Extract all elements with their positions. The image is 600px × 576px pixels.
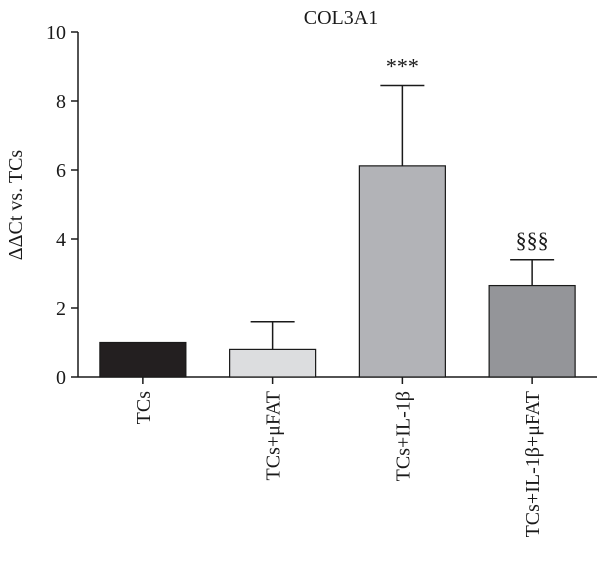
y-tick-label: 6 — [56, 160, 66, 182]
bar — [99, 341, 187, 378]
x-tick-label: TCs+μFAT — [263, 391, 285, 480]
y-tick-label: 10 — [46, 22, 66, 44]
bar — [358, 165, 446, 378]
x-tick-label: TCs+IL-1β+μFAT — [522, 391, 544, 537]
bar — [488, 284, 576, 378]
chart-title: COL3A1 — [304, 7, 378, 29]
x-tick-label: TCs — [133, 391, 155, 425]
plot-area: 0 2 4 6 8 10 TCs TCs+μFAT TCs+IL-1β *** TCs+IL-1β+… — [46, 22, 597, 537]
significance-label: *** — [386, 53, 419, 78]
significance-label: §§§ — [516, 228, 549, 253]
bar — [229, 348, 317, 378]
y-tick-label: 0 — [56, 367, 66, 389]
y-tick-label: 2 — [56, 298, 66, 320]
x-tick-label: TCs+IL-1β — [392, 391, 414, 481]
y-axis-title: ΔΔCt vs. TCs — [5, 150, 27, 261]
y-tick-label: 4 — [56, 229, 66, 251]
y-tick-label: 8 — [56, 91, 66, 113]
